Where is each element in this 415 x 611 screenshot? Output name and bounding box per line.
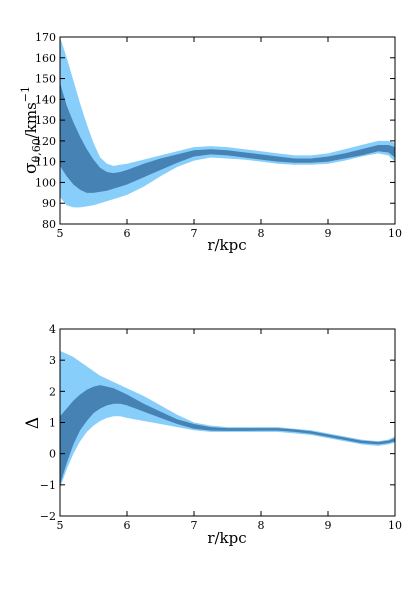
sigma-y-tick-label: 80	[42, 218, 56, 231]
sigma-y-tick-label: 150	[35, 73, 56, 86]
delta-panel: 5 6 7 8 9 10 −2 −1 0 1 2 3 4 r/kpc Δ	[23, 323, 402, 547]
sigma-x-axis-label: r/kpc	[207, 236, 246, 254]
sigma-plot-frame	[59, 36, 396, 225]
delta-x-axis-label: r/kpc	[207, 529, 246, 547]
sigma-y-tick-label: 120	[35, 135, 56, 148]
sigma-x-tick-label: 6	[124, 227, 131, 240]
sigma-ticks: 5 6 7 8 9 10 80 90 100 110 120 130 140 150 160 170	[35, 31, 402, 240]
sigma-y-label-rest: /kms	[22, 102, 40, 138]
sigma-inner-band	[60, 82, 395, 193]
sigma-x-tick-label: 7	[191, 227, 198, 240]
delta-ticks: 5 6 7 8 9 10 −2 −1 0 1 2 3 4	[40, 323, 402, 532]
delta-y-tick-label: −2	[40, 510, 56, 523]
sigma-x-tick-label: 5	[57, 227, 64, 240]
delta-y-tick-label: 4	[49, 323, 56, 336]
sigma-y-tick-label: 90	[42, 197, 56, 210]
sigma-y-label-sup: −1	[19, 86, 32, 102]
sigma-y-tick-label: 100	[35, 176, 56, 189]
delta-y-tick-label: 3	[49, 354, 56, 367]
sigma-panel: 5 6 7 8 9 10 80 90 100 110 120 130 140 150 160 170 r/kp…	[19, 31, 402, 254]
sigma-y-tick-label: 140	[35, 93, 56, 106]
sigma-y-tick-label: 110	[35, 156, 56, 169]
sigma-x-tick-label: 9	[325, 227, 332, 240]
delta-x-tick-label: 10	[388, 519, 402, 532]
delta-y-tick-label: 2	[49, 385, 56, 398]
sigma-bands	[60, 37, 395, 208]
delta-y-tick-label: 1	[49, 417, 56, 430]
delta-x-tick-label: 7	[191, 519, 198, 532]
delta-x-tick-label: 8	[258, 519, 265, 532]
sigma-y-label-main: σ	[21, 162, 41, 174]
delta-y-tick-label: −1	[40, 479, 56, 492]
delta-x-tick-label: 9	[325, 519, 332, 532]
sigma-x-tick-label: 8	[258, 227, 265, 240]
sigma-y-axis-label: σθ,60/kms−1	[19, 86, 43, 174]
sigma-y-tick-label: 170	[35, 31, 56, 44]
delta-x-tick-label: 5	[57, 519, 64, 532]
delta-inner-band	[60, 385, 395, 485]
delta-y-axis-label: Δ	[23, 417, 43, 429]
sigma-y-label-sub: θ,60	[30, 138, 43, 162]
sigma-x-tick-label: 10	[388, 227, 402, 240]
sigma-y-tick-label: 130	[35, 114, 56, 127]
delta-x-tick-label: 6	[124, 519, 131, 532]
delta-outer-band	[60, 350, 395, 488]
delta-y-tick-label: 0	[49, 448, 56, 461]
sigma-y-tick-label: 160	[35, 52, 56, 65]
delta-bands	[60, 350, 395, 488]
delta-plot-frame	[59, 328, 396, 517]
